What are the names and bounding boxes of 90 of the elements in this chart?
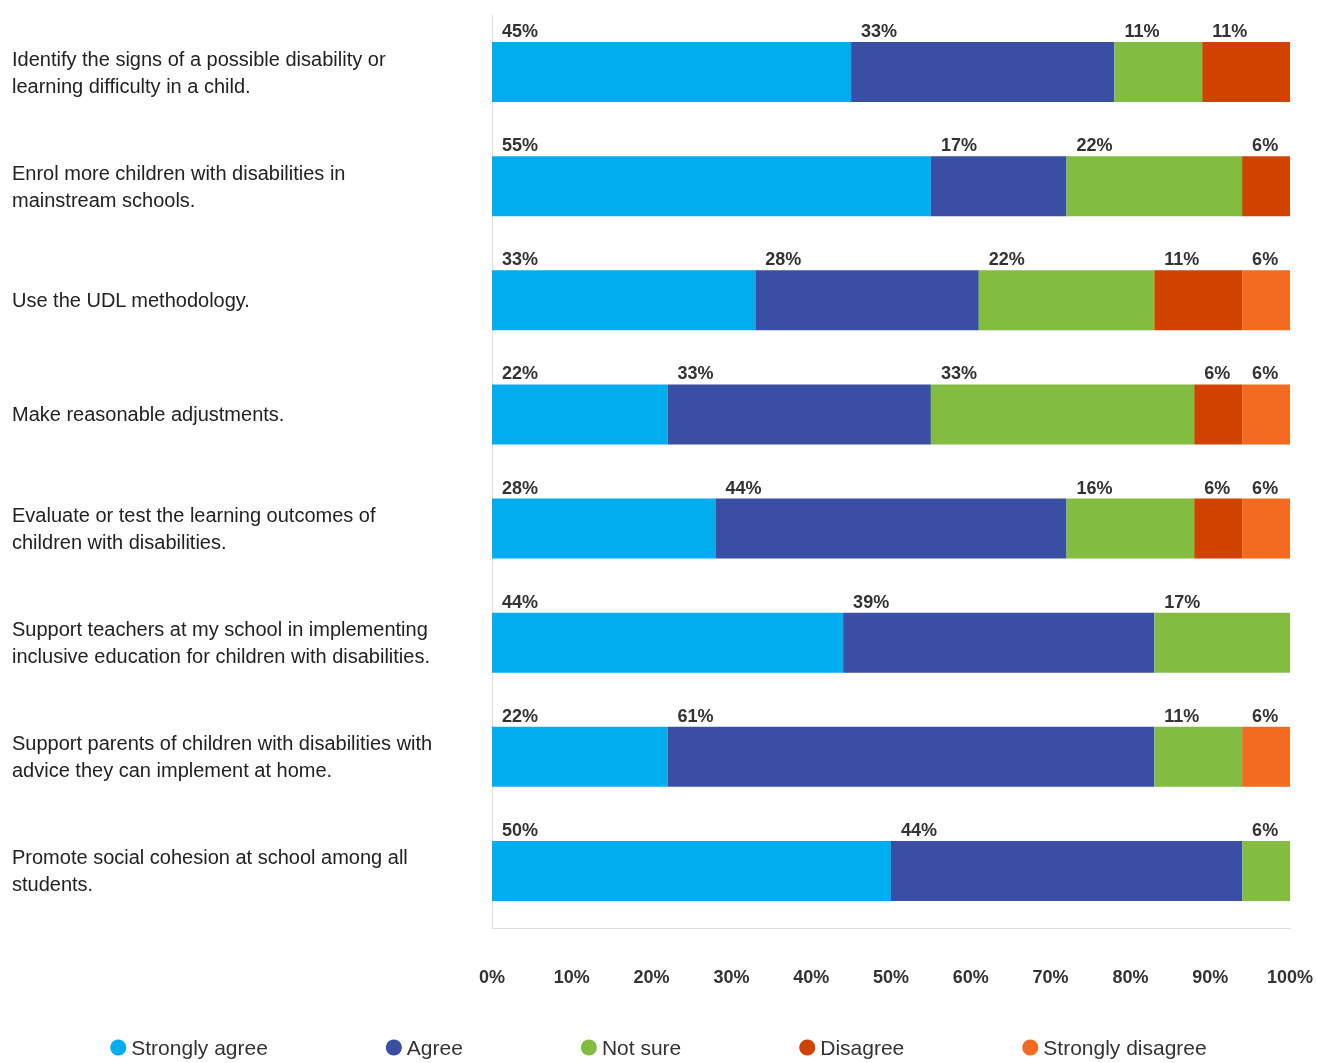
x-tick-label: 90% (1192, 967, 1229, 987)
bar (1066, 156, 1243, 217)
y-tick-label: Evaluate or test the learning outcomes of children with disabilities. (12, 504, 382, 554)
x-tick-label: 100% (1266, 967, 1314, 987)
bar (755, 270, 979, 331)
data-label: 17% (940, 135, 977, 156)
data-label: 6% (1252, 819, 1279, 840)
bar (1154, 612, 1290, 673)
bar (667, 726, 1155, 787)
bar (667, 384, 931, 445)
data-label: 28% (765, 249, 802, 270)
bar (843, 612, 1155, 673)
x-tick-label: 50% (872, 967, 910, 987)
y-tick-label: Support parents of children with disabilities with advice they can implement at home. (12, 732, 438, 782)
data-label: 6% (1252, 477, 1279, 498)
data-label: 6% (1252, 135, 1279, 156)
x-tick-label: 40% (793, 967, 830, 987)
data-label: 33% (502, 249, 539, 270)
bar (1242, 384, 1290, 445)
bar (492, 156, 931, 217)
y-tick-label: Enrol more children with disabilities in mainstream schools. (12, 161, 352, 211)
bar (1194, 498, 1243, 559)
legend-label: Disagree (820, 1036, 905, 1059)
x-tick-label: 0% (478, 967, 506, 987)
data-label: 6% (1252, 363, 1279, 384)
bar (492, 612, 844, 673)
bar (1114, 42, 1203, 103)
data-label: 11% (1124, 21, 1160, 42)
data-label: 22% (1076, 135, 1113, 156)
bar (492, 726, 668, 787)
data-label: 33% (677, 363, 714, 384)
bar (715, 498, 1067, 559)
data-label: 33% (861, 21, 898, 42)
y-tick-label: Make reasonable adjustments. (12, 403, 285, 426)
legend-label: Strongly agree (131, 1036, 268, 1059)
bar (492, 840, 891, 901)
bar (851, 42, 1115, 103)
data-label: 16% (1076, 477, 1113, 498)
y-tick-label: Promote social cohesion at school among all students. (12, 846, 414, 896)
bar (1242, 498, 1290, 559)
bar (1242, 840, 1290, 901)
data-label: 11% (1164, 249, 1200, 270)
data-label: 6% (1204, 363, 1231, 384)
legend-label: Strongly disagree (1043, 1036, 1207, 1059)
bar (1066, 498, 1195, 559)
data-label: 6% (1204, 477, 1231, 498)
data-label: 44% (901, 819, 938, 840)
x-tick-label: 10% (553, 967, 590, 987)
data-label: 44% (725, 477, 762, 498)
data-label: 11% (1212, 21, 1248, 42)
legend-label: Agree (406, 1036, 463, 1059)
x-tick-label: 60% (952, 967, 989, 987)
bar (1194, 384, 1243, 445)
data-label: 55% (502, 135, 539, 156)
data-label: 22% (502, 363, 539, 384)
data-label: 33% (940, 363, 977, 384)
data-label: 6% (1252, 249, 1279, 270)
bar (930, 384, 1195, 445)
data-label: 50% (502, 819, 539, 840)
bar (930, 156, 1067, 217)
bar (492, 384, 668, 445)
y-tick-label: Support teachers at my school in implementing inclusive education for children with disabilities. (12, 618, 434, 668)
legend-label: Not sure (601, 1036, 682, 1059)
bar (492, 270, 756, 331)
bar (1242, 156, 1290, 217)
bar (978, 270, 1155, 331)
data-label: 39% (853, 591, 890, 612)
data-label: 11% (1164, 705, 1200, 726)
x-tick-label: 80% (1112, 967, 1149, 987)
data-label: 6% (1252, 705, 1279, 726)
data-label: 45% (502, 21, 539, 42)
data-label: 22% (988, 249, 1025, 270)
bar (1242, 726, 1290, 787)
data-label: 17% (1164, 591, 1201, 612)
data-label: 44% (502, 591, 539, 612)
x-tick-label: 70% (1032, 967, 1069, 987)
y-tick-label: Identify the signs of a possible disability or learning difficulty in a child. (12, 47, 392, 97)
data-label: 22% (502, 705, 539, 726)
bar (1242, 270, 1290, 331)
bar (492, 498, 716, 559)
data-label: 61% (677, 705, 714, 726)
data-label: 28% (502, 477, 539, 498)
y-tick-label: Use the UDL methodology. (12, 289, 250, 312)
x-tick-label: 30% (713, 967, 750, 987)
bar (1154, 726, 1243, 787)
bar (1154, 270, 1243, 331)
bar (891, 840, 1243, 901)
bar (492, 42, 852, 103)
bar (1202, 42, 1290, 103)
x-tick-label: 20% (633, 967, 670, 987)
